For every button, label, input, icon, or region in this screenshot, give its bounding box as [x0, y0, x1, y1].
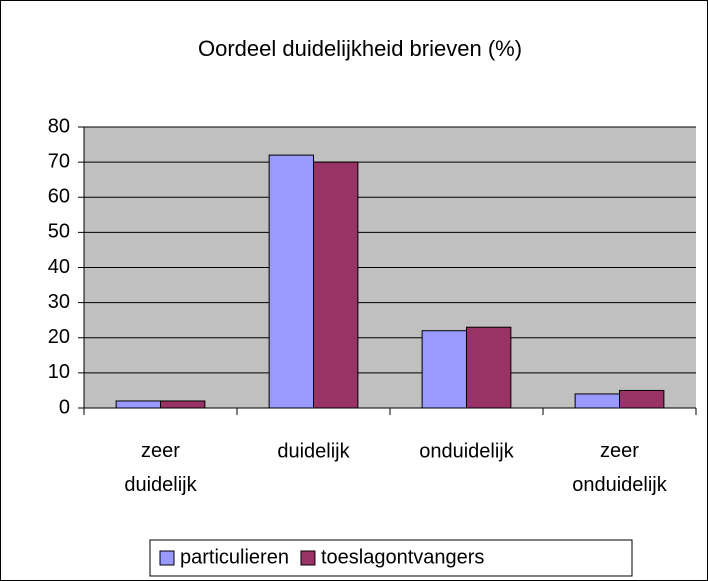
bar	[268, 154, 315, 409]
bar	[115, 400, 161, 409]
bar	[313, 161, 359, 409]
chart-title: Oordeel duidelijkheid brieven (%)	[198, 36, 522, 61]
bar	[421, 330, 468, 409]
y-tick-label: 50	[48, 221, 70, 243]
y-tick-label: 80	[48, 115, 70, 137]
legend-label: toeslagontvangers	[321, 546, 484, 568]
x-tick-label: zeer duidelijk	[124, 440, 197, 496]
bar	[160, 400, 206, 409]
y-tick-label: 30	[48, 291, 70, 313]
y-tick-label: 70	[48, 150, 70, 172]
y-tick-label: 0	[59, 396, 70, 418]
x-tick-label: duidelijk	[277, 440, 350, 462]
legend-label: particulieren	[180, 546, 289, 568]
x-tick-label: onduidelijk	[419, 440, 515, 462]
bar	[466, 326, 512, 409]
bar	[619, 389, 665, 409]
x-tick-label: zeer onduidelijk	[572, 440, 668, 496]
y-tick-label: 10	[48, 361, 70, 383]
legend-swatch	[300, 550, 316, 566]
legend-swatch	[159, 550, 175, 566]
legend-box	[149, 539, 633, 577]
y-tick-label: 40	[48, 256, 70, 278]
y-tick-label: 20	[48, 326, 70, 348]
bar	[574, 393, 621, 409]
y-tick-label: 60	[48, 186, 70, 208]
